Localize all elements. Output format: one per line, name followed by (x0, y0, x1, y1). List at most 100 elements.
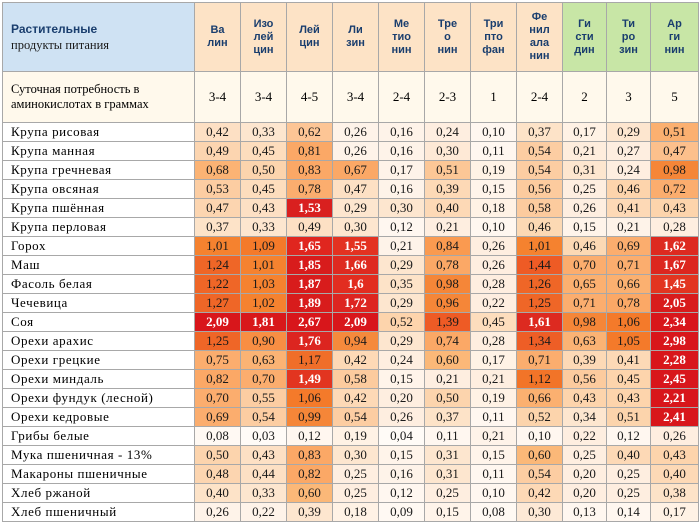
table-row: Орехи миндаль 0,82 0,70 1,49 0,58 0,15 0,21 0,2… (2, 369, 699, 389)
value-cell: 0,34 (562, 407, 607, 427)
value-cell: 0,24 (606, 160, 651, 180)
value-cell: 0,51 (650, 122, 699, 142)
value-cell: 1,34 (516, 331, 563, 351)
value-cell: 0,15 (470, 179, 517, 199)
value-cell: 0,84 (424, 236, 471, 256)
value-cell: 0,29 (378, 293, 425, 313)
value-cell: 0,10 (470, 483, 517, 503)
value-cell: 0,17 (470, 350, 517, 370)
value-cell: 0,17 (562, 122, 607, 142)
value-cell: 0,55 (240, 388, 287, 408)
value-cell: 0,24 (424, 122, 471, 142)
column-header-line: нин (437, 43, 458, 56)
value-cell: 1,26 (516, 274, 563, 294)
value-cell: 0,82 (286, 464, 333, 484)
table-row: Горох 1,01 1,09 1,65 1,55 0,21 0,84 0,26 1,01 0,4… (2, 236, 699, 256)
daily-need-value: 2-4 (378, 71, 425, 123)
value-cell: 0,11 (424, 426, 471, 446)
value-cell: 0,22 (562, 426, 607, 446)
value-cell: 0,46 (606, 179, 651, 199)
value-cell: 0,15 (562, 217, 607, 237)
value-cell: 1,25 (516, 293, 563, 313)
column-header-line: нин (391, 43, 412, 56)
value-cell: 2,41 (650, 407, 699, 427)
value-cell: 1,01 (240, 255, 287, 275)
product-name: Хлеб пшеничный (2, 502, 195, 522)
value-cell: 2,09 (332, 312, 379, 332)
column-header-line: сти (575, 30, 594, 43)
product-name: Орехи грецкие (2, 350, 195, 370)
value-cell: 0,12 (378, 483, 425, 503)
value-cell: 0,42 (332, 388, 379, 408)
value-cell: 1,27 (194, 293, 241, 313)
column-header-line: пто (484, 30, 503, 43)
value-cell: 0,52 (378, 312, 425, 332)
value-cell: 1,06 (606, 312, 651, 332)
table-row: Крупа перловая 0,37 0,33 0,49 0,30 0,12 0,21 0,… (2, 217, 699, 237)
value-cell: 0,45 (240, 179, 287, 199)
value-cell: 1,85 (286, 255, 333, 275)
value-cell: 0,18 (332, 502, 379, 522)
value-cell: 0,43 (240, 445, 287, 465)
value-cell: 0,68 (194, 160, 241, 180)
value-cell: 0,21 (424, 217, 471, 237)
value-cell: 0,21 (470, 369, 517, 389)
value-cell: 0,39 (286, 502, 333, 522)
value-cell: 0,78 (286, 179, 333, 199)
value-cell: 2,21 (650, 388, 699, 408)
value-cell: 0,45 (606, 369, 651, 389)
value-cell: 0,15 (378, 369, 425, 389)
value-cell: 0,71 (516, 350, 563, 370)
value-cell: 0,43 (650, 198, 699, 218)
value-cell: 0,16 (378, 141, 425, 161)
value-cell: 0,03 (240, 426, 287, 446)
column-header-line: Изо (253, 17, 274, 30)
value-cell: 0,52 (516, 407, 563, 427)
value-cell: 0,14 (606, 502, 651, 522)
value-cell: 1,6 (332, 274, 379, 294)
value-cell: 0,27 (606, 141, 651, 161)
daily-need-value: 2 (562, 71, 607, 123)
value-cell: 1,01 (194, 236, 241, 256)
product-name: Крупа перловая (2, 217, 195, 237)
value-cell: 0,17 (650, 502, 699, 522)
table-row: Крупа гречневая 0,68 0,50 0,83 0,67 0,17 0,51 0… (2, 160, 699, 180)
value-cell: 0,04 (378, 426, 425, 446)
daily-need-value: 2-3 (424, 71, 471, 123)
value-cell: 0,54 (240, 407, 287, 427)
value-cell: 1,62 (650, 236, 699, 256)
value-cell: 0,44 (240, 464, 287, 484)
table-row: Орехи фундук (лесной) 0,70 0,55 1,06 0,42 0,2… (2, 388, 699, 408)
value-cell: 0,22 (470, 293, 517, 313)
column-header-line: Ва (210, 24, 225, 36)
product-name: Грибы белые (2, 426, 195, 446)
value-cell: 1,39 (424, 312, 471, 332)
value-cell: 0,56 (562, 369, 607, 389)
value-cell: 0,70 (240, 369, 287, 389)
value-cell: 0,16 (378, 464, 425, 484)
column-header-line: лей (253, 30, 274, 43)
table-row: Хлеб ржаной 0,40 0,33 0,60 0,25 0,12 0,25 0,10 0… (2, 483, 699, 503)
value-cell: 2,98 (650, 331, 699, 351)
table-row: Крупа манная 0,49 0,45 0,81 0,26 0,16 0,30 0,11… (2, 141, 699, 161)
column-header-line: цин (299, 37, 320, 49)
column-header-line: о (444, 30, 451, 43)
value-cell: 0,26 (332, 141, 379, 161)
value-cell: 1,22 (194, 274, 241, 294)
value-cell: 1,09 (240, 236, 287, 256)
column-header-line: Три (483, 17, 504, 30)
value-cell: 0,25 (606, 483, 651, 503)
table-row: Грибы белые 0,08 0,03 0,12 0,19 0,04 0,11 0,21 0… (2, 426, 699, 446)
value-cell: 0,26 (470, 236, 517, 256)
value-cell: 0,13 (562, 502, 607, 522)
value-cell: 0,51 (606, 407, 651, 427)
value-cell: 0,41 (606, 198, 651, 218)
value-cell: 0,54 (332, 407, 379, 427)
value-cell: 2,34 (650, 312, 699, 332)
value-cell: 0,12 (378, 217, 425, 237)
product-name: Орехи кедровые (2, 407, 195, 427)
value-cell: 0,28 (470, 331, 517, 351)
daily-need-value: 1 (470, 71, 517, 123)
value-cell: 2,09 (194, 312, 241, 332)
value-cell: 0,21 (562, 141, 607, 161)
